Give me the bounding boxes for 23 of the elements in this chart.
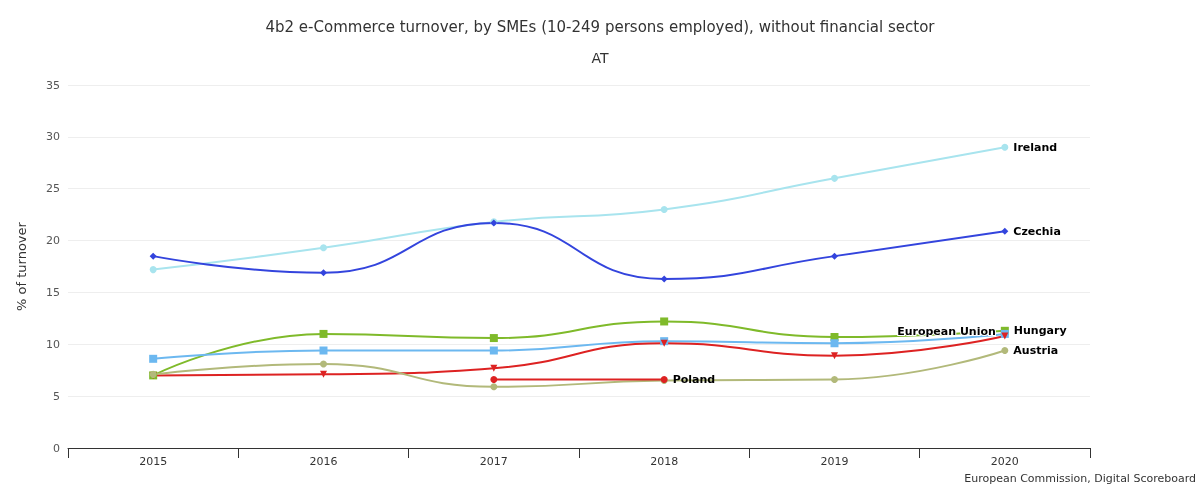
y-tick-label: 35 <box>46 78 60 92</box>
y-tick-label: 30 <box>46 130 60 144</box>
chart-subtitle: AT <box>591 50 609 66</box>
y-tick-label: 10 <box>46 337 60 351</box>
y-tick-label: 0 <box>53 441 60 455</box>
y-tick-label: 20 <box>46 234 60 248</box>
y-tick-label: 15 <box>46 285 60 299</box>
x-tick-label: 2016 <box>309 455 338 468</box>
series-label: Hungary <box>1013 324 1067 338</box>
x-tick-label: 2019 <box>820 455 849 468</box>
chart-title: 4b2 e-Commerce turnover, by SMEs (10-249 persons employed), without financial sector <box>265 17 936 36</box>
text: European Commission, Digital Scoreboard <box>964 472 1196 485</box>
series-label: Poland <box>672 373 716 387</box>
series-label: Austria <box>1013 344 1059 358</box>
y-tick-label: 5 <box>53 389 60 403</box>
x-tick-label: 2020 <box>990 455 1019 468</box>
series-label: Ireland <box>1013 140 1058 154</box>
y-tick-label: 25 <box>46 182 60 196</box>
x-tick-label: 2018 <box>650 455 679 468</box>
series-label: Czechia <box>1013 224 1061 238</box>
y-axis-title: % of turnover <box>14 221 29 311</box>
x-tick-label: 2015 <box>139 455 168 468</box>
x-tick-label: 2017 <box>479 455 508 468</box>
